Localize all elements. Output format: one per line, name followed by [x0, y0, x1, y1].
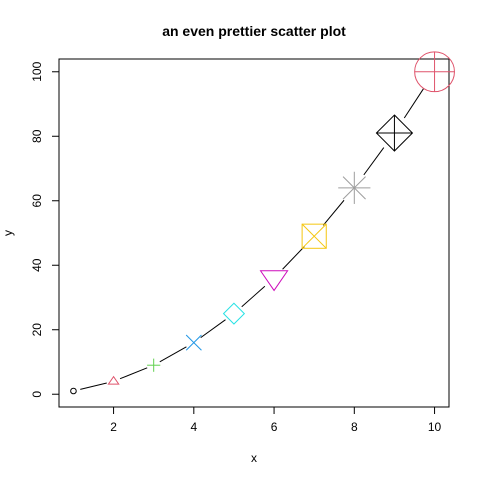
point-symbol-triangle: [259, 270, 289, 292]
connecting-line-segment: [80, 382, 107, 390]
data-point: [414, 51, 455, 93]
x-tick-label: 10: [428, 420, 442, 434]
y-tick-label: 0: [30, 391, 44, 398]
x-tick-label: 2: [110, 420, 117, 434]
y-axis-label: y: [1, 230, 15, 236]
connecting-line-segment: [322, 199, 345, 226]
data-point: [147, 358, 161, 372]
data-point: [107, 375, 120, 385]
data-point: [301, 223, 327, 249]
y-tick-label: 60: [30, 194, 44, 208]
plot-frame: [58, 58, 450, 408]
point-symbol-stroke: [342, 176, 366, 200]
x-tick-label: 8: [351, 420, 358, 434]
point-symbol-stroke: [301, 223, 327, 249]
connecting-line-segment: [363, 147, 385, 176]
x-axis-label: x: [251, 451, 257, 465]
point-symbol-triangle: [107, 375, 120, 385]
data-point: [375, 114, 414, 152]
y-tick-label: 80: [30, 129, 44, 143]
point-symbol-square: [301, 223, 327, 249]
x-tick-label: 4: [190, 420, 197, 434]
data-point: [185, 334, 202, 351]
data-point: [70, 387, 77, 395]
connecting-line-segment: [241, 285, 266, 308]
x-tick-label: 6: [271, 420, 278, 434]
y-tick-label: 20: [30, 323, 44, 337]
connecting-line-segment: [282, 246, 305, 270]
data-point: [259, 270, 289, 292]
connecting-line-segment: [403, 88, 425, 119]
y-tick-label: 100: [30, 61, 44, 81]
y-tick-label: 40: [30, 258, 44, 272]
data-point: [338, 171, 371, 204]
connecting-line-segment: [159, 346, 187, 363]
point-symbol-circle: [70, 387, 77, 395]
point-symbol-stroke: [185, 334, 202, 351]
connecting-line-segment: [119, 367, 148, 380]
point-symbol-diamond: [222, 302, 246, 325]
data-point: [222, 302, 246, 325]
connecting-line-segment: [200, 319, 226, 339]
chart-title: an even prettier scatter plot: [162, 23, 346, 39]
